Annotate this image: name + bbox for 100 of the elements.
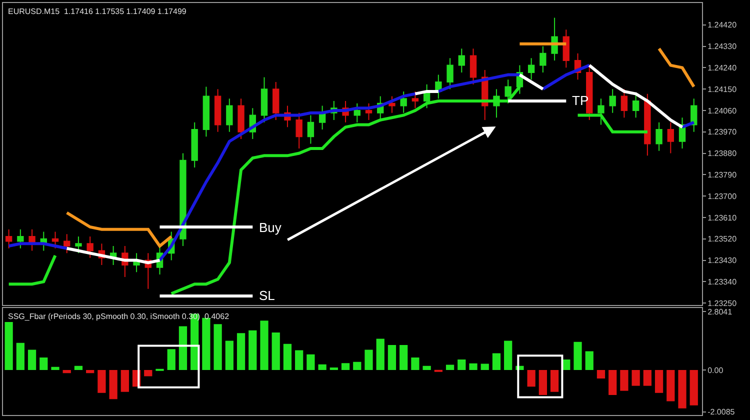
- y-tick-label: 1.24150: [708, 84, 738, 94]
- bar: [295, 350, 304, 370]
- candlestick: [586, 64, 593, 120]
- bar: [492, 353, 501, 370]
- bar: [178, 326, 188, 370]
- candlestick: [180, 152, 186, 247]
- bar: [574, 342, 582, 370]
- bar: [422, 366, 431, 370]
- candlestick: [446, 58, 454, 90]
- bar: [632, 370, 640, 386]
- bar: [400, 344, 408, 370]
- y-tick-label: 0.00: [708, 366, 724, 375]
- bar: [480, 364, 489, 370]
- bar: [446, 364, 454, 370]
- candlestick: [667, 122, 674, 154]
- bar: [98, 370, 106, 393]
- bar: [248, 330, 257, 370]
- bar: [608, 370, 617, 395]
- bar: [283, 344, 292, 370]
- bar: [690, 370, 698, 406]
- candlestick: [226, 98, 233, 132]
- candlestick: [609, 88, 616, 114]
- candlestick: [388, 96, 396, 114]
- bar: [411, 357, 420, 370]
- bar: [318, 364, 326, 370]
- candlestick: [307, 114, 314, 144]
- y-tick-label: 1.23610: [708, 213, 738, 222]
- candlestick: [86, 236, 94, 258]
- y-tick-label: 1.23250: [708, 298, 738, 308]
- bar: [527, 370, 536, 387]
- bar: [40, 357, 48, 370]
- bar: [28, 350, 36, 370]
- candlestick: [191, 122, 198, 168]
- bar: [214, 324, 222, 370]
- bar: [330, 367, 338, 370]
- candlestick: [632, 93, 640, 118]
- bar: [86, 370, 94, 374]
- bar: [654, 370, 664, 393]
- y-tick-label: 1.24060: [708, 106, 738, 116]
- text: EURUSD.M15 1.17416 1.17535 1.17409 1.17499: [8, 7, 187, 16]
- candlestick: [202, 86, 210, 138]
- candlestick: [400, 90, 407, 114]
- bar: [596, 370, 606, 379]
- candlestick: [272, 81, 280, 120]
- candlestick: [5, 228, 12, 249]
- candlestick: [644, 93, 651, 156]
- y-tick-label: 1.23340: [708, 277, 738, 286]
- candlestick: [75, 236, 82, 254]
- y-tick-label: 1.23970: [708, 128, 738, 137]
- bar: [585, 351, 594, 370]
- candlestick: [528, 58, 535, 80]
- bar: [167, 349, 176, 370]
- bar: [376, 338, 384, 370]
- candlestick: [52, 231, 59, 249]
- candlestick: [17, 228, 24, 249]
- candlestick: [540, 46, 546, 73]
- candlestick: [260, 76, 268, 123]
- bar: [109, 370, 118, 400]
- bar: [458, 360, 466, 370]
- bar: [236, 333, 246, 370]
- bar: [4, 322, 13, 370]
- bar: [388, 344, 396, 370]
- candlestick: [458, 48, 465, 73]
- candlestick: [354, 102, 360, 123]
- bar: [364, 350, 373, 370]
- candlestick: [238, 98, 244, 140]
- bar: [666, 370, 675, 402]
- candlestick: [656, 122, 662, 152]
- bar: [469, 363, 478, 370]
- bar: [538, 370, 547, 395]
- y-tick-label: 1.24420: [708, 20, 738, 30]
- y-tick-label: -2.0085: [708, 408, 736, 417]
- candlestick: [620, 88, 628, 118]
- candlestick: [412, 90, 419, 109]
- bar: [272, 332, 280, 370]
- candlestick: [365, 102, 372, 120]
- bar: [260, 320, 268, 370]
- y-tick-label: 1.23700: [708, 192, 738, 201]
- bar: [225, 340, 234, 370]
- y-tick-label: 1.23520: [708, 234, 738, 244]
- y-tick-label: 1.23430: [708, 256, 738, 266]
- y-tick-label: 1.24240: [708, 63, 738, 72]
- bar: [306, 354, 315, 370]
- bar: [341, 363, 350, 370]
- bar: [504, 340, 512, 370]
- y-tick-label: 1.23880: [708, 149, 738, 158]
- bar: [120, 370, 129, 392]
- y-tick-label: 1.24330: [708, 42, 738, 52]
- bar: [144, 370, 152, 376]
- bar: [74, 366, 83, 370]
- candlestick: [64, 234, 70, 254]
- candlestick: [470, 48, 477, 85]
- candlestick: [562, 29, 570, 68]
- candlestick: [214, 88, 222, 132]
- series-label: Buy: [259, 220, 282, 235]
- bar: [62, 370, 71, 374]
- bar: [620, 370, 628, 391]
- candlestick: [690, 98, 698, 132]
- bar: [643, 370, 652, 386]
- bar: [51, 366, 60, 370]
